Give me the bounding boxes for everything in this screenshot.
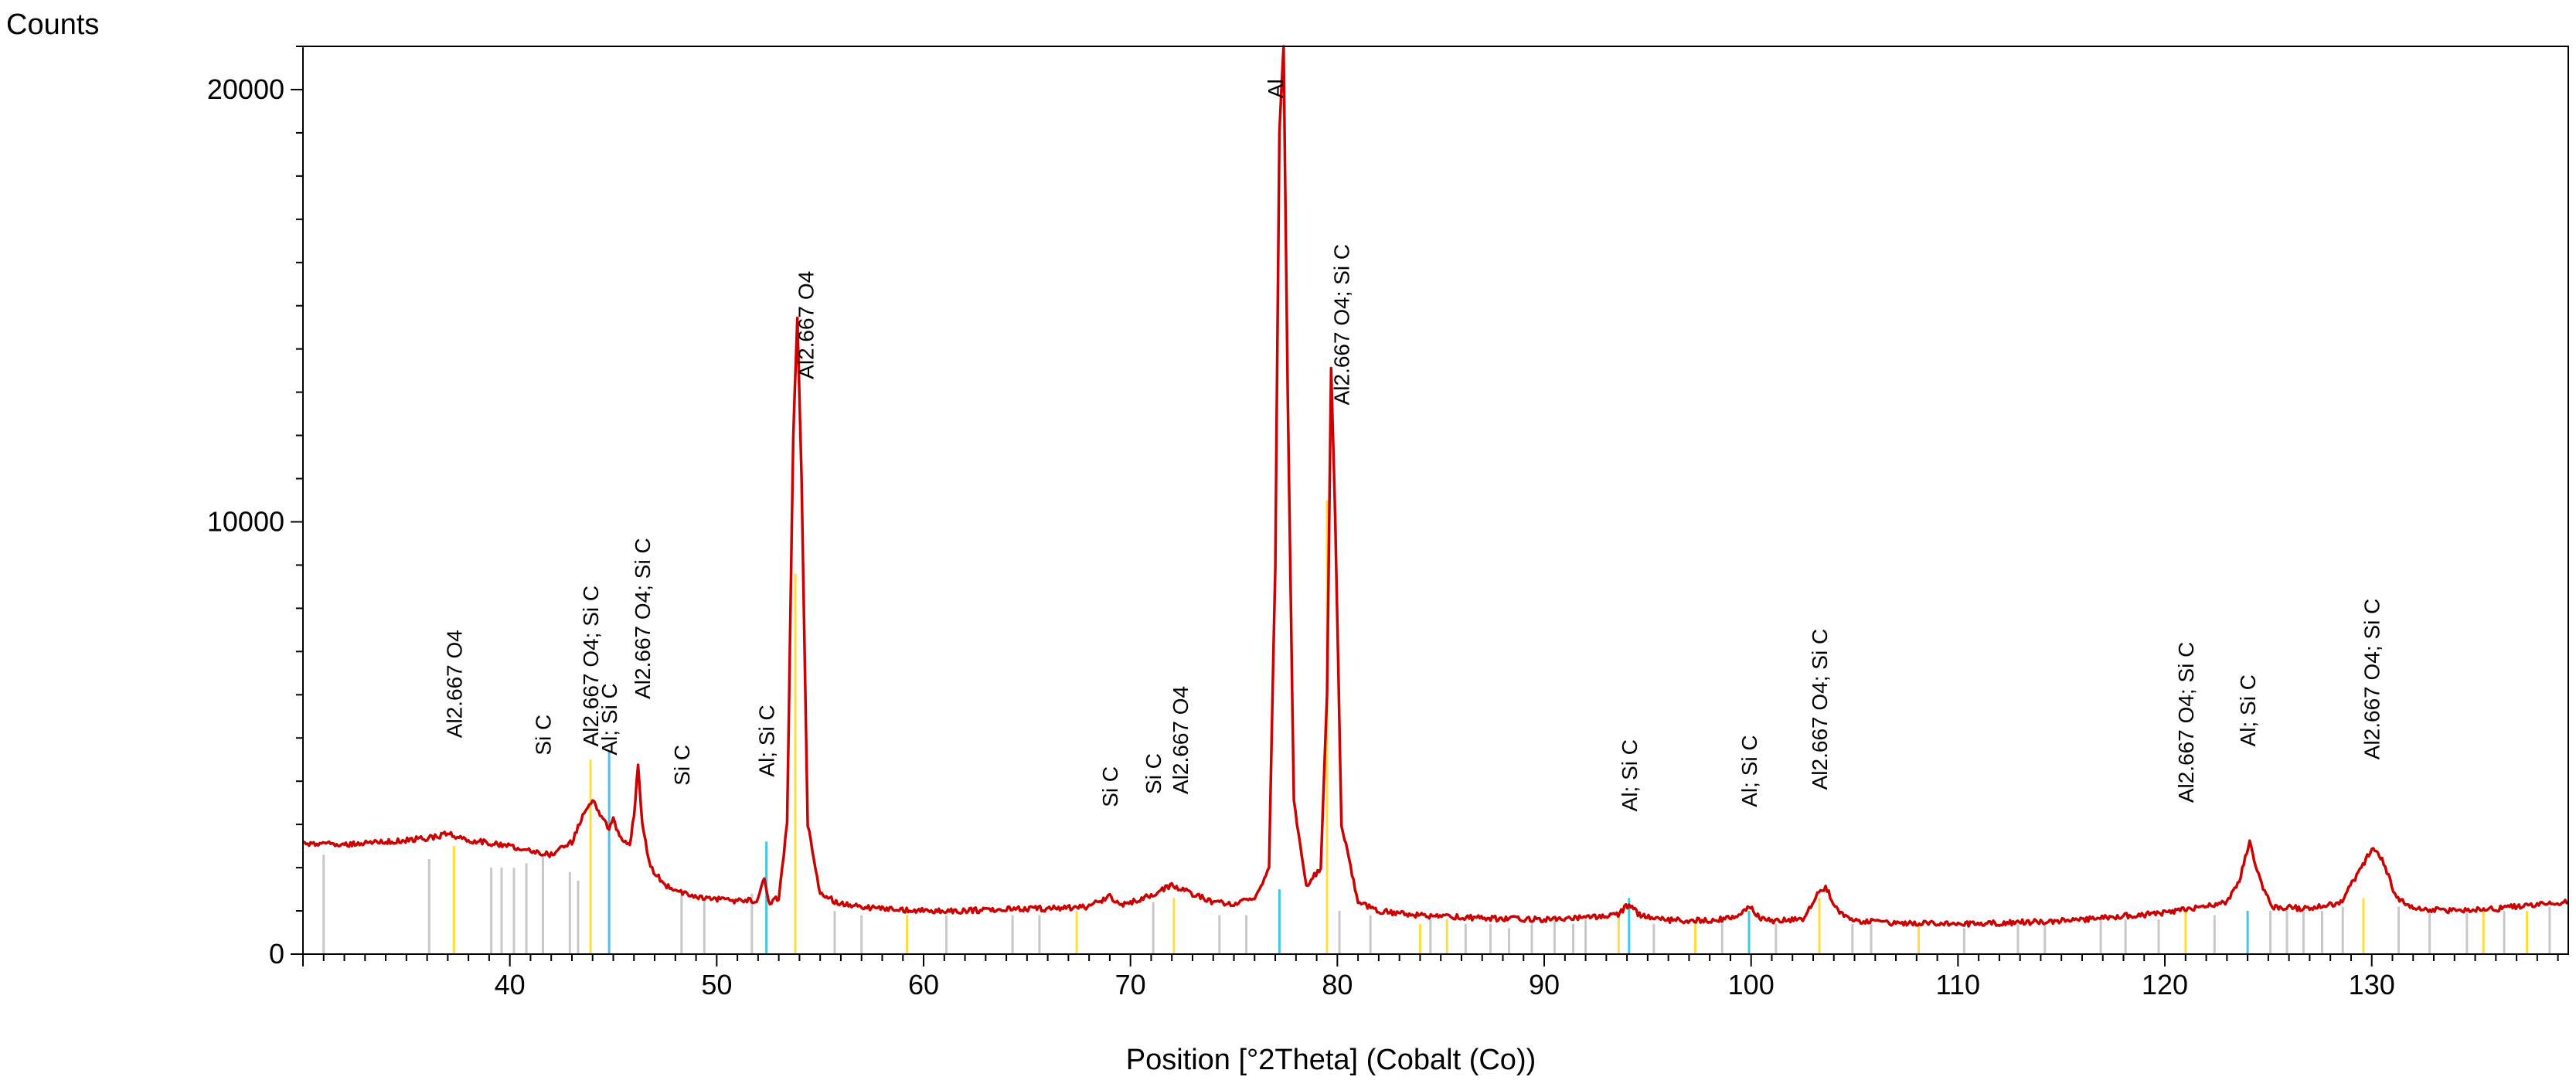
x-axis-label: Position [°2Theta] (Cobalt (Co)) bbox=[1126, 1044, 1536, 1076]
annotations-layer: Al2.667 O4 Si C Al2.667 O4; Si CAl; Si CAl… bbox=[442, 79, 2384, 811]
plot-frame bbox=[302, 46, 2569, 955]
y-tick-label: 10000 bbox=[207, 505, 284, 537]
peak-annotation: Si C bbox=[670, 745, 694, 786]
x-tick-label: 60 bbox=[908, 969, 939, 1000]
x-tick-label: 80 bbox=[1322, 969, 1353, 1000]
peak-annotation: Al; Si C bbox=[1618, 739, 1642, 811]
y-tick-label: 20000 bbox=[207, 73, 284, 105]
series-layer bbox=[302, 45, 2569, 928]
peak-annotation: Al2.667 O4; Si C bbox=[2174, 642, 2198, 803]
reference-lines-layer bbox=[322, 500, 2551, 954]
peak-annotation: Al2.667 O4; Si C bbox=[631, 538, 655, 699]
peak-annotation: Al2.667 O4 bbox=[1169, 686, 1193, 794]
peak-annotation: Al2.667 O4; Si C bbox=[1330, 244, 1354, 406]
peak-annotation: Al2.667 O4; Si C bbox=[579, 586, 603, 747]
y-tick-label: 0 bbox=[269, 938, 284, 970]
peak-annotation: Si C bbox=[1142, 753, 1165, 794]
x-tick-label: 110 bbox=[1936, 969, 1980, 1000]
x-tick-label: 100 bbox=[1728, 969, 1775, 1000]
peak-annotation: Al; Si C bbox=[2236, 674, 2260, 746]
x-tick-label: 70 bbox=[1115, 969, 1146, 1000]
x-tick-label: 130 bbox=[2349, 969, 2395, 1000]
peak-annotation: Al2.667 O4 bbox=[442, 630, 466, 738]
x-tick-label: 40 bbox=[495, 969, 526, 1000]
x-tick-label: 50 bbox=[701, 969, 732, 1000]
series-line-0 bbox=[302, 45, 2569, 928]
peak-annotation: Al2.667 O4; Si C bbox=[2360, 599, 2384, 760]
peak-annotation: Si C bbox=[1098, 766, 1122, 807]
axes-layer bbox=[302, 46, 2569, 955]
peak-annotation: Si C bbox=[531, 715, 555, 756]
peak-annotation: Al; Si C bbox=[755, 705, 779, 776]
peak-annotation: Al2.667 O4; Si C bbox=[1808, 629, 1832, 790]
x-tick-label: 90 bbox=[1529, 969, 1560, 1000]
peak-annotation: Al2.667 O4 bbox=[794, 271, 818, 379]
peak-annotation: Al; Si C bbox=[597, 683, 621, 755]
peak-annotation: Al bbox=[1264, 79, 1288, 98]
ticks-layer: 40 50 60 70 80 90 100 110 120 130 0 10000 20000 bbox=[207, 46, 2559, 1000]
peak-annotation: Al; Si C bbox=[1737, 735, 1761, 807]
y-axis-label: Counts bbox=[6, 8, 99, 41]
x-tick-label: 120 bbox=[2142, 969, 2188, 1000]
